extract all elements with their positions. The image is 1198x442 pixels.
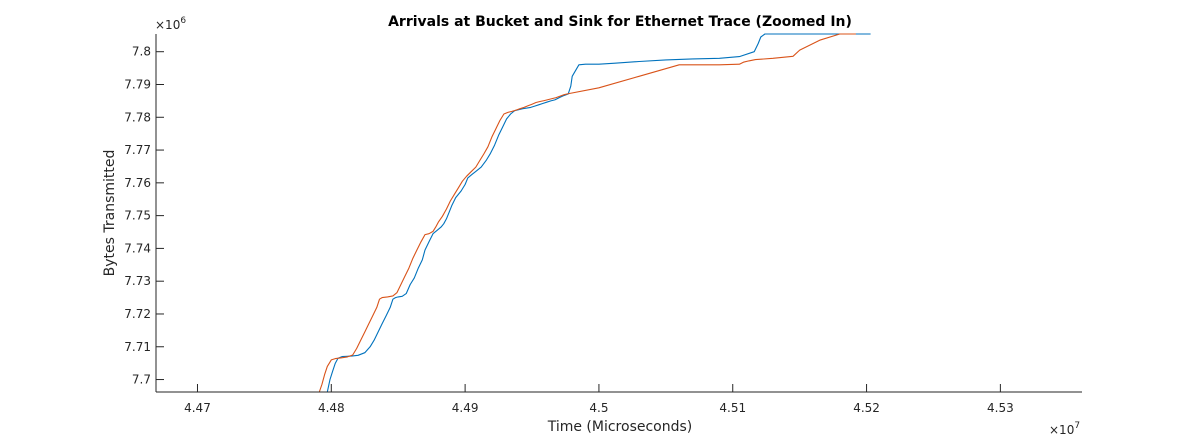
y-axis-multiplier: ×106 <box>155 16 186 32</box>
x-axis-multiplier: ×107 <box>1049 421 1080 437</box>
series-line-blue <box>326 33 871 393</box>
plot-area <box>318 33 871 393</box>
y-tick-label: 7.79 <box>124 77 151 91</box>
x-tick-label: 4.53 <box>987 401 1014 415</box>
y-tick-label: 7.7 <box>132 373 151 387</box>
x-tick-label: 4.51 <box>719 401 746 415</box>
y-multiplier-times: ×10 <box>155 18 180 32</box>
y-tick-label: 7.76 <box>124 176 151 190</box>
y-multiplier-exponent: 6 <box>180 16 186 26</box>
x-tick-label: 4.47 <box>184 401 211 415</box>
x-multiplier-exponent: 7 <box>1074 421 1080 431</box>
x-ticks: 4.47 4.48 4.49 4.5 4.51 4.52 4.53 <box>184 384 1014 415</box>
series-line-orange <box>318 33 856 393</box>
chart-title: Arrivals at Bucket and Sink for Ethernet… <box>388 14 852 30</box>
x-tick-label: 4.5 <box>589 401 608 415</box>
x-tick-label: 4.52 <box>853 401 880 415</box>
y-tick-label: 7.8 <box>132 45 151 59</box>
x-tick-label: 4.49 <box>452 401 479 415</box>
y-tick-label: 7.77 <box>124 143 151 157</box>
y-tick-label: 7.74 <box>124 241 151 255</box>
y-tick-label: 7.71 <box>124 340 151 354</box>
y-axis-label: Bytes Transmitted <box>102 150 118 277</box>
x-multiplier-times: ×10 <box>1049 423 1074 437</box>
y-ticks: 7.7 7.71 7.72 7.73 7.74 7.75 7.76 7.77 7.78 7.79 7… <box>124 45 164 387</box>
y-tick-label: 7.73 <box>124 274 151 288</box>
y-tick-label: 7.75 <box>124 209 151 223</box>
y-tick-label: 7.72 <box>124 307 151 321</box>
y-tick-label: 7.78 <box>124 110 151 124</box>
x-axis-label: Time (Microseconds) <box>547 419 693 435</box>
x-tick-label: 4.48 <box>318 401 345 415</box>
